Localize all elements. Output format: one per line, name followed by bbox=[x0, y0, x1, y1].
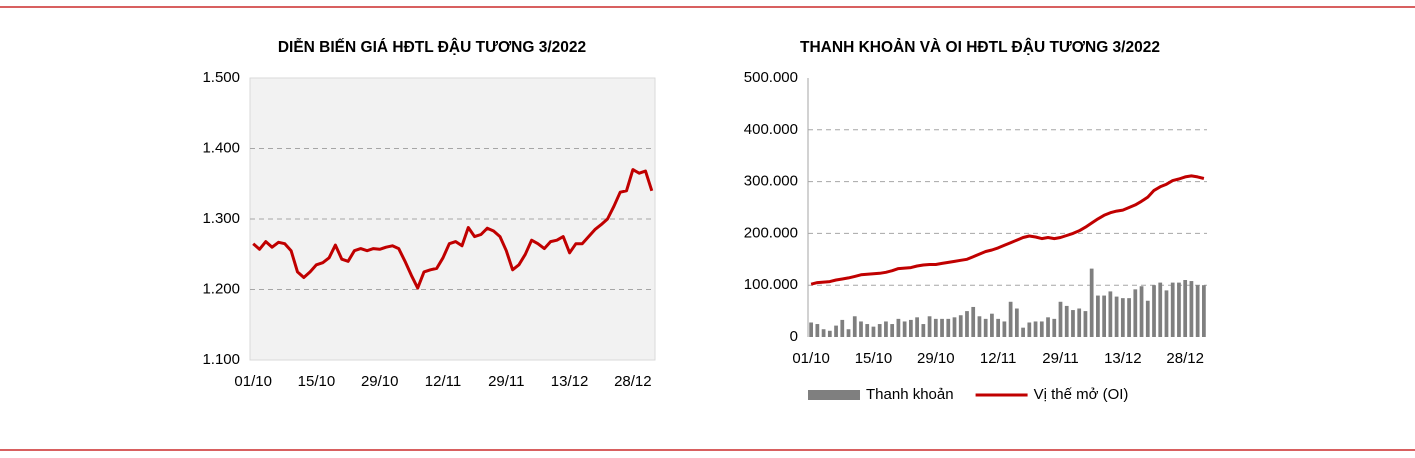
bar bbox=[871, 326, 876, 337]
bar bbox=[1033, 321, 1038, 337]
x-tick-label: 01/10 bbox=[792, 350, 830, 367]
y-tick-label: 500.000 bbox=[744, 69, 798, 86]
bar bbox=[946, 318, 951, 337]
bar bbox=[958, 315, 963, 337]
x-tick-label: 29/11 bbox=[1042, 350, 1078, 367]
x-tick-label: 28/12 bbox=[1166, 350, 1204, 367]
bar bbox=[884, 321, 888, 337]
bar bbox=[1021, 327, 1025, 337]
chart-title: DIỄN BIẾN GIÁ HĐTL ĐẬU TƯƠNG 3/2022 bbox=[278, 38, 586, 56]
y-tick-label: 400.000 bbox=[744, 121, 798, 138]
x-tick-label: 13/12 bbox=[1104, 350, 1142, 367]
bar bbox=[1139, 286, 1144, 337]
bar bbox=[1133, 289, 1138, 337]
line-series bbox=[252, 168, 654, 290]
bar bbox=[927, 316, 932, 337]
bar bbox=[1083, 311, 1088, 337]
x-tick-label: 13/12 bbox=[551, 373, 589, 390]
bar bbox=[1164, 290, 1169, 337]
bar bbox=[1102, 295, 1107, 337]
bar bbox=[1096, 295, 1100, 337]
bar bbox=[1027, 322, 1032, 337]
bar bbox=[965, 311, 969, 337]
chart-title: THANH KHOẢN VÀ OI HĐTL ĐẬU TƯƠNG 3/2022 bbox=[800, 38, 1160, 56]
bar bbox=[877, 324, 882, 337]
bar bbox=[1039, 321, 1044, 337]
x-tick-label: 15/10 bbox=[855, 350, 893, 367]
bar bbox=[1202, 285, 1206, 337]
bar bbox=[896, 318, 901, 337]
bar bbox=[983, 318, 988, 337]
bar bbox=[852, 316, 857, 337]
bar bbox=[1152, 285, 1156, 337]
y-tick-label: 1.400 bbox=[202, 139, 240, 156]
bar bbox=[990, 313, 994, 337]
x-tick-label: 12/11 bbox=[425, 373, 461, 390]
bar bbox=[1170, 282, 1175, 337]
y-tick-label: 1.500 bbox=[202, 69, 240, 86]
bar bbox=[865, 324, 870, 337]
bar bbox=[1008, 301, 1013, 337]
x-tick-label: 12/11 bbox=[980, 350, 1016, 367]
bar bbox=[846, 329, 851, 337]
x-tick-label: 29/10 bbox=[917, 350, 955, 367]
bar bbox=[915, 317, 919, 337]
bar bbox=[1064, 305, 1069, 337]
bar bbox=[1108, 291, 1113, 337]
bar bbox=[1195, 285, 1200, 337]
bar bbox=[1183, 280, 1188, 337]
y-tick-label: 1.200 bbox=[202, 280, 240, 297]
y-tick-label: 300.000 bbox=[744, 173, 798, 190]
bar bbox=[890, 324, 895, 337]
line-series bbox=[810, 174, 1205, 286]
bar bbox=[1127, 298, 1131, 337]
bar bbox=[971, 306, 976, 337]
bar bbox=[809, 322, 813, 337]
x-tick-label: 29/10 bbox=[361, 373, 399, 390]
bar bbox=[1058, 301, 1063, 337]
bar bbox=[840, 319, 845, 337]
bar bbox=[1177, 282, 1181, 337]
bar bbox=[859, 321, 863, 337]
bar bbox=[921, 324, 926, 337]
bar bbox=[1077, 308, 1082, 337]
y-tick-label: 0 bbox=[790, 328, 798, 345]
bar bbox=[1052, 318, 1057, 337]
bar bbox=[977, 316, 982, 337]
legend-swatch bbox=[808, 390, 860, 400]
bar bbox=[1089, 268, 1094, 337]
bar bbox=[1189, 281, 1194, 337]
legend-label: Vị thế mở (OI) bbox=[1034, 386, 1129, 403]
bar bbox=[1071, 310, 1075, 337]
x-tick-label: 28/12 bbox=[614, 373, 652, 390]
bar bbox=[1158, 282, 1163, 337]
y-tick-label: 1.100 bbox=[202, 351, 240, 368]
x-tick-label: 01/10 bbox=[234, 373, 272, 390]
x-tick-label: 29/11 bbox=[488, 373, 524, 390]
y-tick-label: 100.000 bbox=[744, 276, 798, 293]
x-tick-label: 15/10 bbox=[298, 373, 336, 390]
bar bbox=[821, 329, 826, 337]
bar bbox=[1120, 298, 1125, 337]
bar bbox=[1002, 321, 1007, 337]
bar bbox=[834, 325, 838, 337]
legend-label: Thanh khoản bbox=[866, 386, 954, 403]
bar bbox=[940, 318, 944, 337]
y-tick-label: 200.000 bbox=[744, 224, 798, 241]
bar bbox=[952, 317, 957, 337]
bar bbox=[996, 318, 1001, 337]
bar bbox=[827, 330, 832, 337]
bar bbox=[815, 324, 820, 337]
bar bbox=[1114, 296, 1119, 337]
bar bbox=[1046, 317, 1050, 337]
bar bbox=[908, 319, 913, 337]
bar bbox=[1014, 308, 1019, 337]
bar bbox=[1145, 300, 1150, 337]
bar bbox=[902, 321, 907, 337]
bar bbox=[933, 318, 938, 337]
y-tick-label: 1.300 bbox=[202, 210, 240, 227]
